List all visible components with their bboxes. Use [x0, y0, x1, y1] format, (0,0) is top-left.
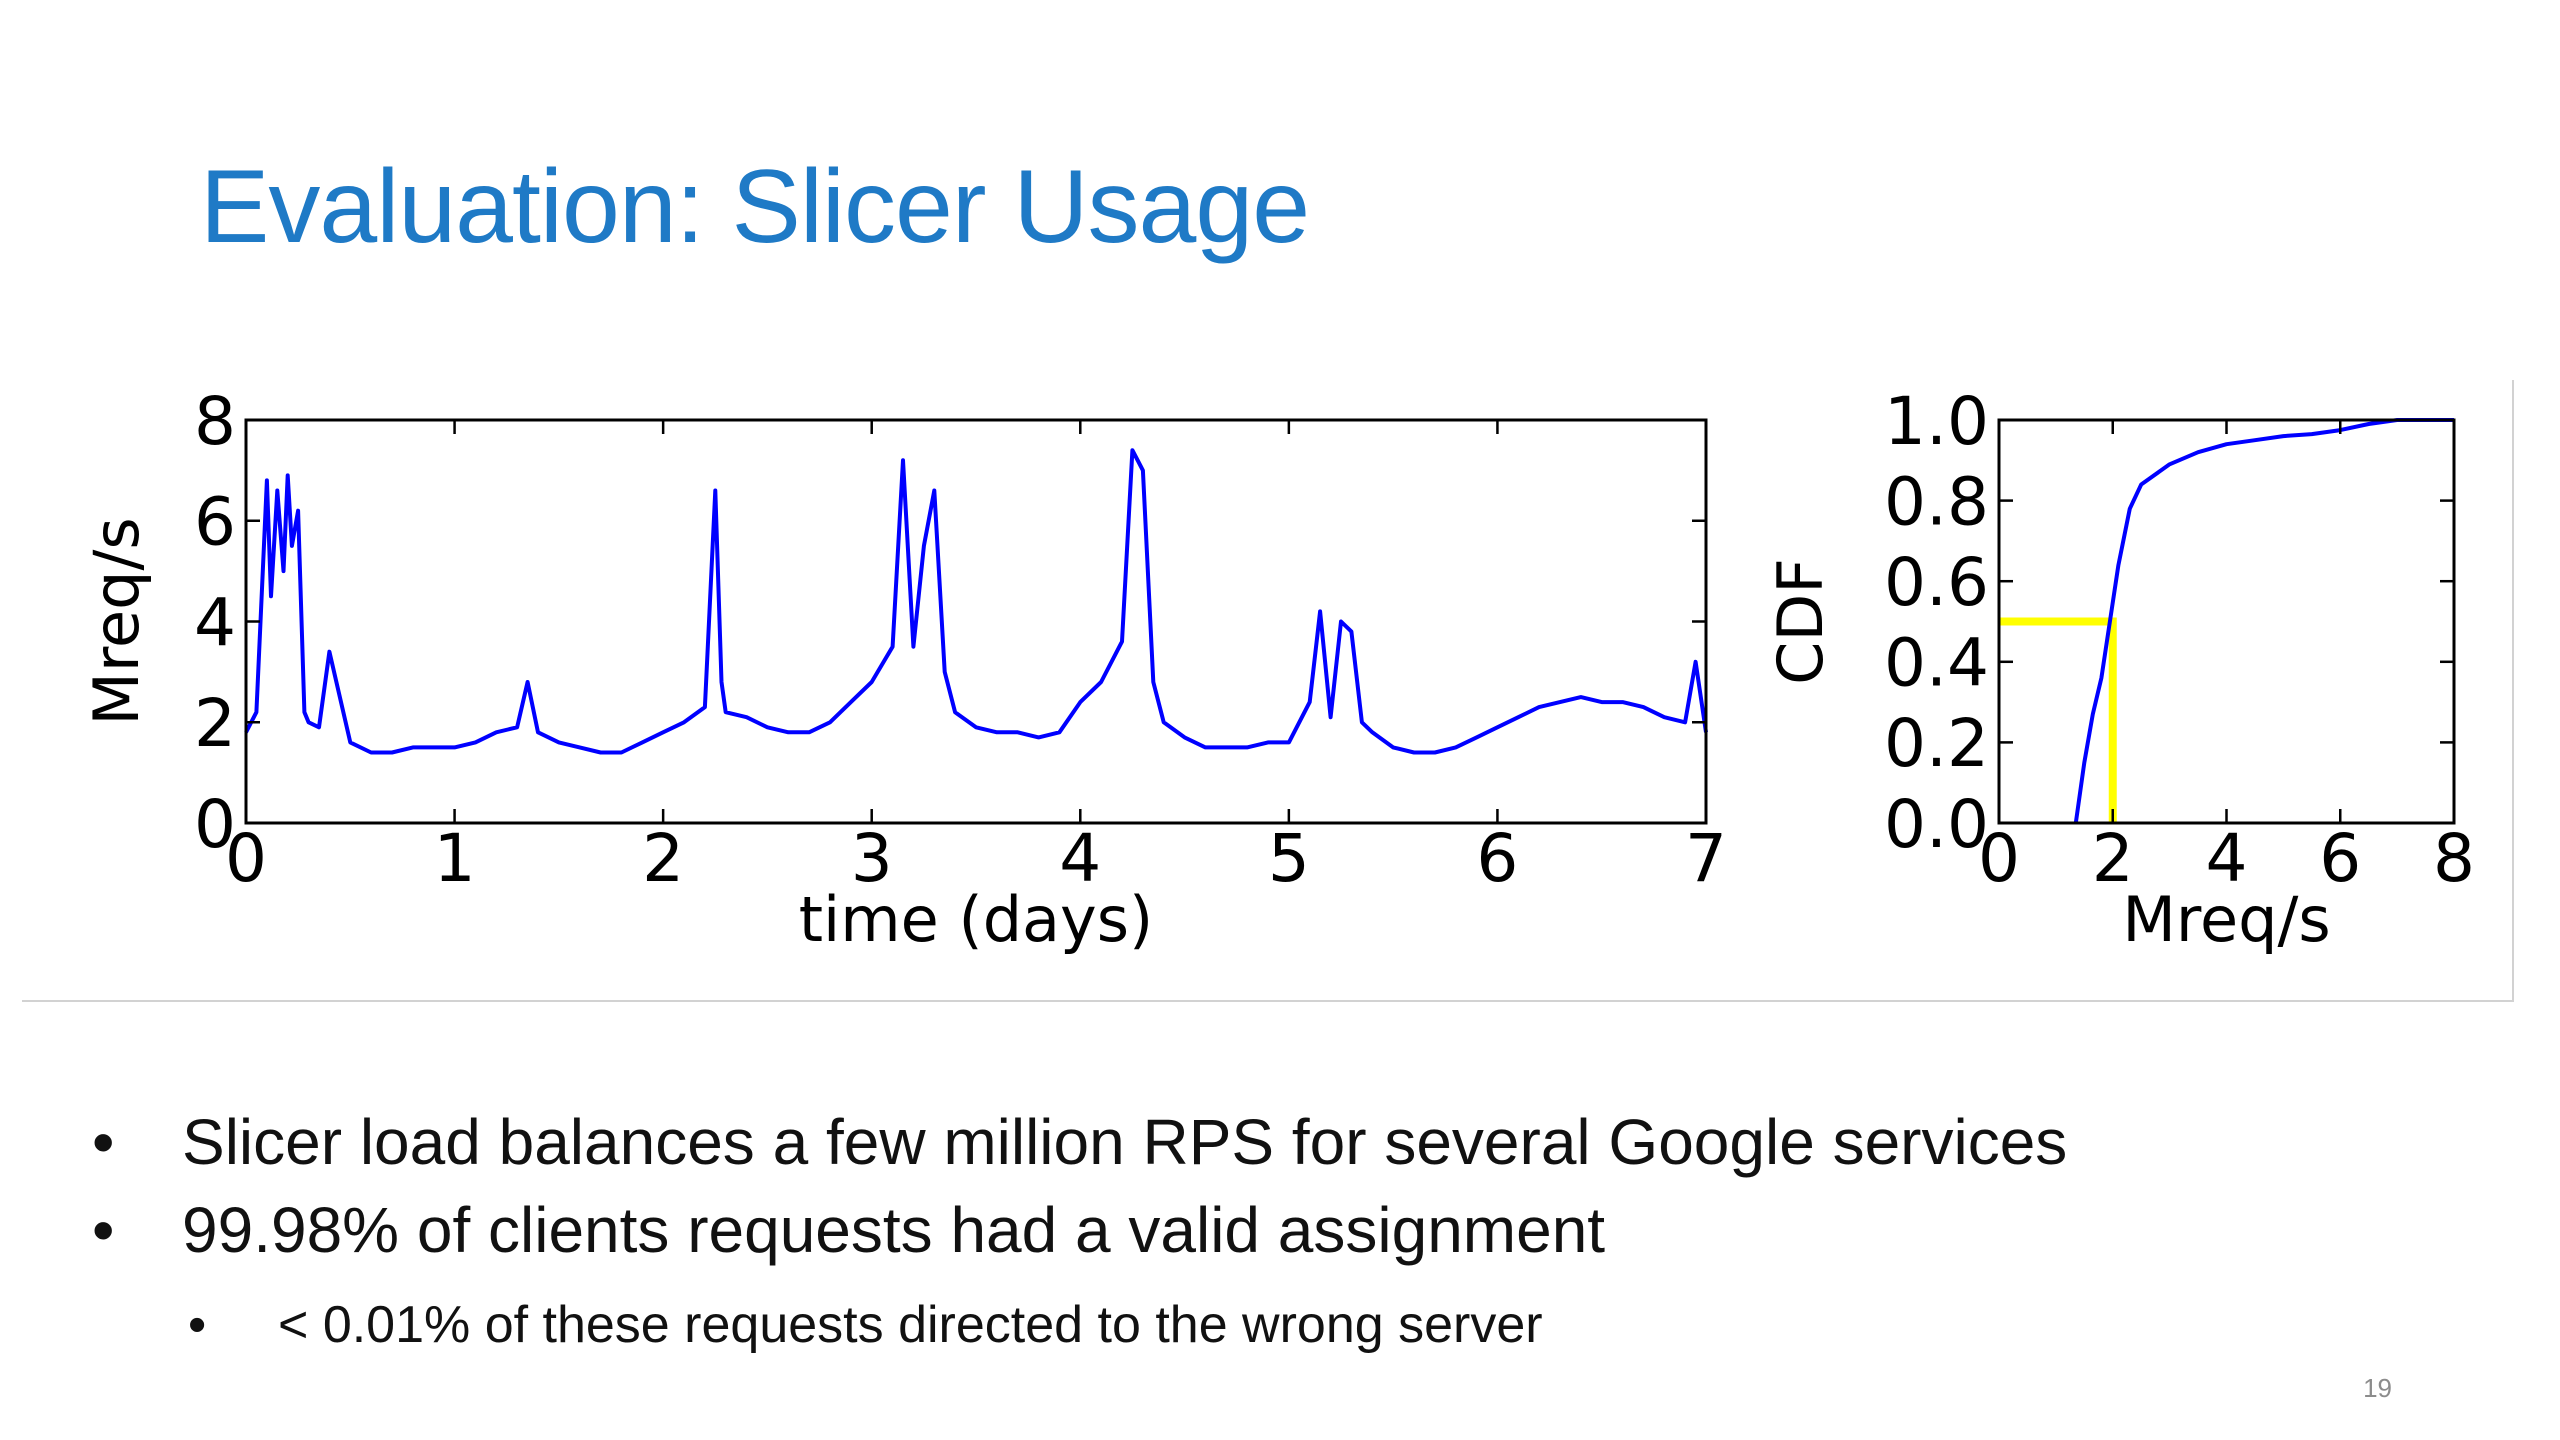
y-axis-label: Mreq/s — [80, 517, 153, 725]
y-tick-label: 4 — [194, 584, 236, 661]
bullet-text: Slicer load balances a few million RPS f… — [182, 1106, 2068, 1178]
x-tick-label: 0 — [1978, 820, 2020, 897]
x-tick-label: 3 — [851, 820, 893, 897]
bullet-text: < 0.01% of these requests directed to th… — [278, 1296, 1543, 1354]
bullet-dot: • — [92, 1106, 115, 1178]
x-tick-label: 0 — [225, 820, 267, 897]
median-marker-line — [1999, 617, 2117, 823]
page-number: 19 — [2363, 1373, 2392, 1403]
y-axis-label: CDF — [1764, 558, 1837, 685]
y-tick-label: 2 — [194, 685, 236, 762]
bullet-dot: • — [92, 1194, 115, 1266]
y-tick-label: 0.6 — [1884, 544, 1989, 621]
x-tick-label: 1 — [434, 820, 476, 897]
x-tick-label: 6 — [2319, 820, 2361, 897]
plot-frame — [244, 418, 1708, 825]
x-tick-label: 4 — [1059, 820, 1101, 897]
y-tick-label: 1.0 — [1884, 383, 1989, 460]
x-axis-label: Mreq/s — [2122, 883, 2330, 956]
y-tick-label: 0 — [194, 786, 236, 863]
y-tick-label: 8 — [194, 383, 236, 460]
y-tick-label: 0.4 — [1884, 625, 1989, 702]
slide-title: Evaluation: Slicer Usage — [200, 149, 1310, 265]
y-tick-label: 0.8 — [1884, 463, 1989, 540]
y-tick-label: 6 — [194, 484, 236, 561]
x-tick-label: 2 — [2092, 820, 2134, 897]
x-tick-label: 7 — [1685, 820, 1727, 897]
cdf-chart: 0 2 4 6 8 0.00.20.40.60.81.0 Mreq/s CDF — [1764, 383, 2475, 956]
series-line — [244, 448, 1708, 755]
y-tick-label: 0.0 — [1884, 786, 1989, 863]
y-tick-label: 0.2 — [1884, 705, 1989, 782]
x-tick-label: 8 — [2433, 820, 2475, 897]
time-series-chart: 0 1 2 3 4 5 6 7 0 2 4 6 8 time (days) Mreq/s — [80, 383, 1727, 956]
x-tick-label: 6 — [1476, 820, 1518, 897]
series-line — [2073, 418, 2454, 824]
figure-frame — [22, 380, 2514, 1002]
x-tick-label: 5 — [1268, 820, 1310, 897]
x-tick-label: 4 — [2206, 820, 2248, 897]
bullet-text: 99.98% of clients requests had a valid a… — [182, 1194, 1606, 1266]
x-tick-label: 2 — [642, 820, 684, 897]
x-axis-label: time (days) — [799, 883, 1154, 956]
bullet-dot: • — [188, 1296, 207, 1354]
